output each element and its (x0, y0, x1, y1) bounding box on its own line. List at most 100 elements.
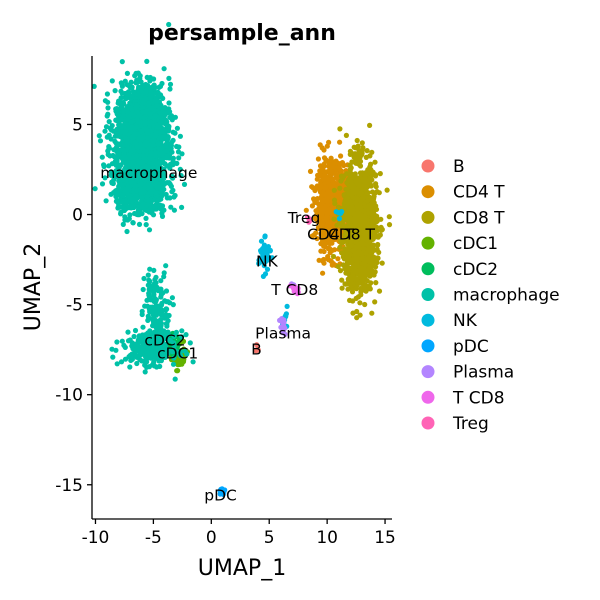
data-point (122, 217, 128, 223)
data-point (337, 185, 343, 191)
data-point (366, 283, 372, 289)
data-point (360, 177, 366, 183)
data-point (316, 257, 322, 263)
data-point (354, 137, 360, 144)
data-point (120, 198, 126, 204)
data-point (149, 151, 155, 157)
data-point (125, 338, 132, 344)
data-point (128, 129, 134, 135)
data-point (357, 312, 363, 318)
data-point (370, 196, 376, 203)
data-point (114, 190, 120, 196)
data-point (109, 346, 115, 352)
data-point (379, 260, 385, 266)
data-point (172, 376, 178, 382)
data-point (354, 189, 360, 195)
data-point (312, 187, 318, 194)
data-point (362, 301, 368, 308)
data-point (345, 234, 351, 240)
data-point (146, 185, 152, 191)
data-point (134, 342, 140, 349)
data-point (133, 352, 139, 358)
data-point (373, 280, 379, 286)
data-point (337, 244, 343, 250)
data-point (311, 232, 317, 238)
data-point (338, 153, 344, 159)
data-point (338, 178, 344, 184)
data-point (180, 338, 187, 344)
data-point (133, 124, 139, 130)
data-point (145, 102, 152, 108)
data-point (143, 359, 149, 365)
data-point (341, 256, 347, 262)
data-point (354, 262, 360, 268)
data-point (109, 123, 115, 129)
data-point (105, 105, 111, 111)
data-point (131, 333, 137, 340)
data-point (169, 149, 175, 155)
data-point (351, 154, 357, 160)
data-point (353, 212, 359, 218)
data-point (307, 168, 314, 174)
data-point (166, 21, 172, 28)
data-point (354, 268, 360, 275)
data-point (321, 240, 328, 246)
data-point (339, 277, 345, 283)
data-point (255, 347, 261, 353)
data-point (138, 190, 144, 196)
data-point (119, 59, 125, 65)
data-point (341, 162, 347, 169)
data-point (373, 184, 379, 190)
data-point (127, 212, 133, 218)
data-point (326, 173, 332, 179)
data-point (345, 200, 351, 206)
data-point (317, 206, 323, 212)
data-point (109, 78, 115, 84)
data-point (369, 310, 375, 316)
data-point (321, 260, 327, 266)
data-point (110, 128, 117, 134)
data-point (346, 265, 352, 271)
data-point (357, 201, 363, 207)
data-point (116, 148, 122, 154)
data-point (162, 105, 168, 111)
data-point (358, 214, 364, 220)
data-point (356, 161, 362, 167)
data-point (330, 221, 336, 227)
data-point (362, 203, 368, 210)
data-point (165, 135, 171, 141)
series-macrophage (91, 21, 196, 382)
data-point (119, 338, 125, 344)
data-point (376, 190, 382, 196)
data-point (303, 207, 309, 213)
data-point (337, 268, 344, 274)
data-point (135, 91, 141, 97)
data-point (166, 75, 172, 81)
data-point (315, 225, 322, 231)
data-point (372, 216, 379, 222)
data-point (112, 133, 118, 139)
data-point (120, 99, 126, 106)
data-point (364, 148, 370, 154)
data-point (111, 147, 117, 153)
data-point (331, 216, 337, 222)
data-point (318, 181, 324, 188)
data-point (323, 157, 329, 163)
data-point (140, 100, 147, 106)
data-point (361, 246, 367, 252)
data-point (320, 270, 326, 276)
data-point (371, 201, 377, 207)
data-point (135, 119, 141, 125)
data-point (333, 233, 339, 240)
data-point (360, 194, 366, 200)
data-point (114, 339, 120, 345)
data-point (357, 250, 363, 257)
data-point (105, 99, 111, 105)
data-point (365, 198, 371, 204)
data-point (149, 120, 155, 126)
data-point (349, 192, 355, 198)
data-point (164, 153, 170, 160)
data-point (344, 217, 350, 223)
data-point (129, 135, 135, 141)
data-point (147, 205, 154, 211)
